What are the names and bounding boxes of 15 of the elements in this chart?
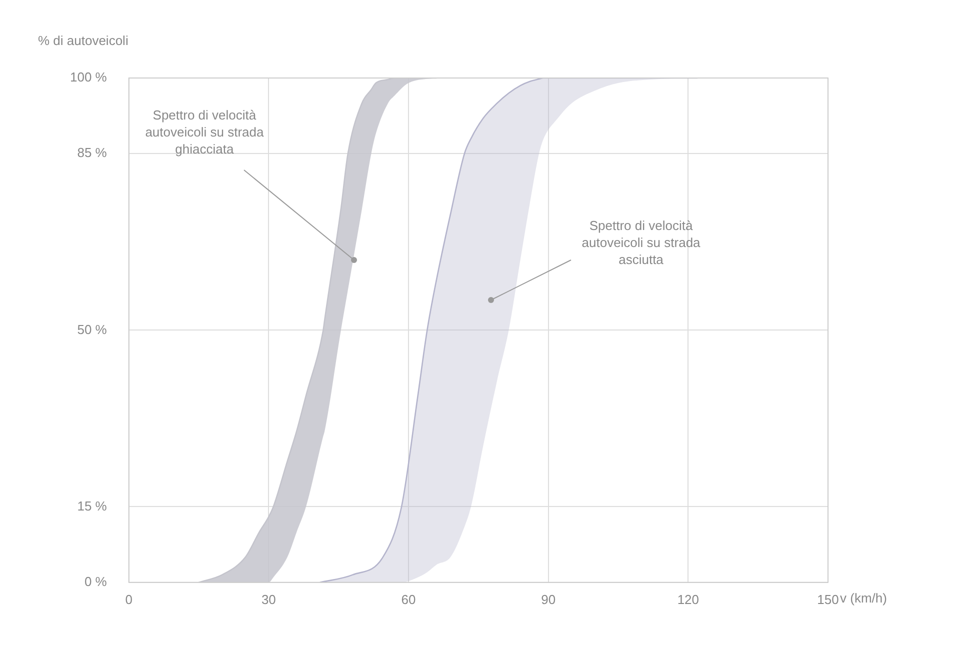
y-tick-label: 100 %: [70, 70, 108, 85]
y-tick-label: 15 %: [77, 498, 108, 514]
y-axis-title: % di autoveicoli: [38, 33, 128, 48]
annotation: Spettro di velocità autoveicoli su strada ghiacciata: [145, 108, 264, 157]
x-tick-label: 60: [401, 592, 416, 607]
x-tick-label: 150: [817, 592, 839, 607]
x-tick-label: 30: [261, 592, 276, 607]
x-tick-label: 0: [125, 592, 132, 607]
x-tick-label: 120: [677, 592, 700, 607]
y-tick-label: 0 %: [84, 574, 108, 589]
x-axis-title: v (km/h): [840, 590, 887, 606]
y-tick-label: 50 %: [77, 322, 108, 337]
annotation: Spettro di velocità autoveicoli su strada asciutta: [582, 218, 702, 268]
y-tick-label: 85 %: [77, 145, 108, 160]
x-tick-label: 90: [541, 592, 556, 607]
